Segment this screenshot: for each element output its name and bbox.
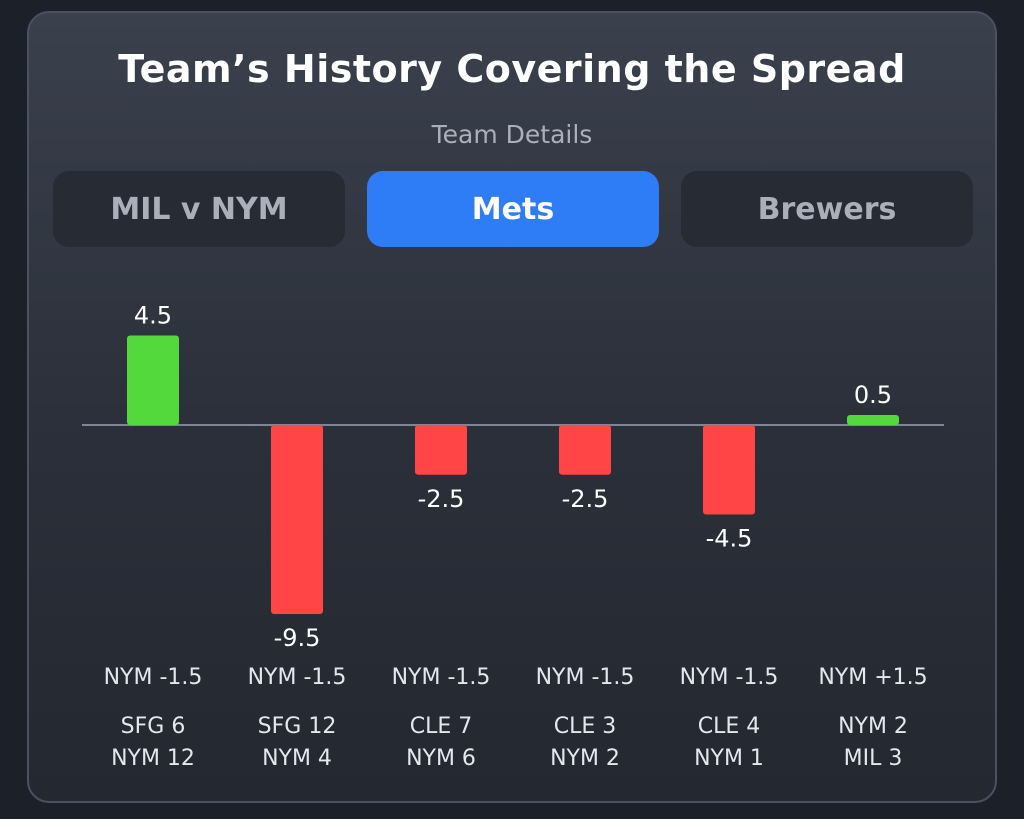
chart-card: Team’s History Covering the Spread Team …	[27, 11, 997, 803]
chart-subtitle: Team Details	[431, 120, 593, 149]
bar-value-label: -2.5	[418, 485, 465, 513]
bar-value-label: 0.5	[854, 381, 892, 409]
bar-value-label: 4.5	[134, 301, 172, 329]
score-line-1: CLE 3	[554, 714, 617, 739]
bar	[703, 425, 755, 515]
spread-label: NYM +1.5	[818, 665, 927, 690]
tab-matchup[interactable]: MIL v NYM	[53, 171, 345, 247]
tab-mets[interactable]: Mets	[367, 171, 659, 247]
score-line-1: NYM 2	[838, 714, 908, 739]
score-line-2: NYM 4	[262, 746, 332, 771]
bar	[415, 425, 467, 475]
score-line-1: SFG 12	[258, 714, 337, 739]
bar-chart: 4.5 NYM -1.5 SFG 6 NYM 12 -9.5 NYM -1.5 SFG 12…	[82, 301, 944, 771]
bar-value-label: -9.5	[274, 624, 321, 652]
bar	[559, 425, 611, 475]
bar	[127, 335, 179, 425]
score-line-1: CLE 7	[410, 714, 473, 739]
score-line-1: SFG 6	[121, 714, 186, 739]
spread-label: NYM -1.5	[680, 665, 779, 690]
bar	[271, 425, 323, 615]
spread-label: NYM -1.5	[392, 665, 491, 690]
tab-brewers[interactable]: Brewers	[681, 171, 973, 247]
bar-value-label: -2.5	[562, 485, 609, 513]
score-line-2: MIL 3	[844, 746, 903, 771]
spread-label: NYM -1.5	[536, 665, 635, 690]
score-line-2: NYM 12	[111, 746, 195, 771]
spread-label: NYM -1.5	[104, 665, 203, 690]
score-line-1: CLE 4	[698, 714, 761, 739]
chart-title: Team’s History Covering the Spread	[118, 47, 906, 91]
score-line-2: NYM 2	[550, 746, 620, 771]
score-line-2: NYM 6	[406, 746, 476, 771]
score-line-2: NYM 1	[694, 746, 764, 771]
bar-value-label: -4.5	[706, 525, 753, 553]
spread-label: NYM -1.5	[248, 665, 347, 690]
bar	[847, 415, 899, 425]
